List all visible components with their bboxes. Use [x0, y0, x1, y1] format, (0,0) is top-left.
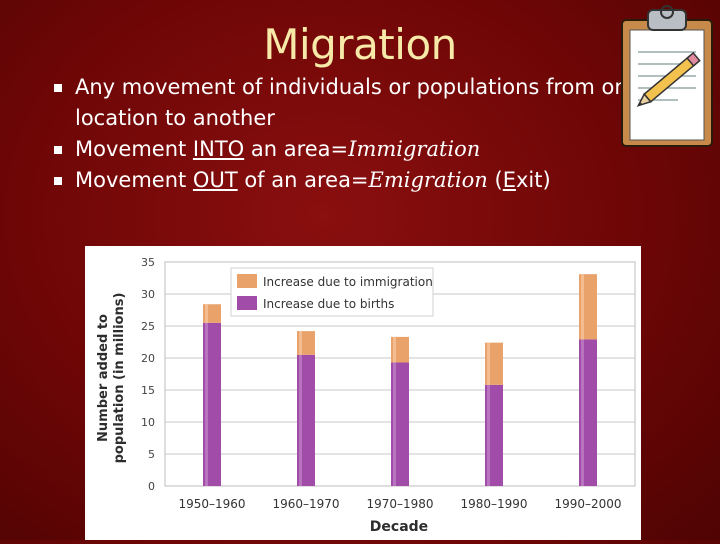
bullet-square-icon [54, 177, 62, 185]
bar-births-highlight [581, 339, 584, 486]
slide-title: Migration [263, 20, 457, 69]
bullet-text-definition: Any movement of individuals or populatio… [75, 75, 641, 130]
bullet-emigration: Movement OUT of an area=Emigration (Exit… [50, 165, 650, 196]
legend-births-label: Increase due to births [263, 297, 394, 311]
chart-panel: 0 5 10 15 20 25 30 35 1950–1960 1960–1970 1970–198… [85, 246, 641, 540]
legend-box [230, 267, 434, 317]
x-tick-label: 1980–1990 [460, 497, 527, 511]
bullet-square-icon [54, 146, 62, 154]
bullet-keyword-into: INTO [192, 137, 245, 161]
bar-immigration-highlight [393, 336, 396, 363]
bullet-letter-e: E [502, 168, 516, 192]
bullet-text: xit) [515, 168, 551, 192]
legend-immigration-swatch [237, 274, 257, 288]
y-axis-label-line-2: population (in millions) [112, 293, 127, 464]
y-tick-label: 10 [141, 416, 155, 429]
bullet-text: Movement [75, 168, 193, 192]
y-tick-label: 25 [141, 320, 155, 333]
y-tick-label: 5 [148, 448, 155, 461]
x-tick-label: 1990–2000 [554, 497, 621, 511]
x-axis-label: Decade [370, 519, 428, 535]
clipboard-pencil-icon [618, 2, 718, 150]
bullet-text: of an area= [237, 168, 369, 192]
x-tick-label: 1950–1960 [178, 497, 245, 511]
x-tick-label: 1970–1980 [366, 497, 433, 511]
y-tick-label: 30 [141, 288, 155, 301]
bar-immigration-highlight [299, 331, 302, 355]
bullet-list: Any movement of individuals or populatio… [50, 72, 650, 196]
y-tick-label: 35 [141, 256, 155, 269]
bar-immigration-highlight [487, 342, 490, 385]
bar-births-highlight [487, 384, 490, 486]
bullet-term-emigration: Emigration [368, 168, 488, 192]
population-chart: 0 5 10 15 20 25 30 35 1950–1960 1960–1970 1970–198… [96, 256, 636, 535]
legend-births-swatch [237, 296, 257, 310]
chart-legend: Increase due to immigration Increase due … [230, 267, 434, 317]
y-tick-label: 15 [141, 384, 155, 397]
x-tick-label: 1960–1970 [272, 497, 339, 511]
bullet-square-icon [54, 84, 62, 92]
bullet-term-immigration: Immigration [348, 137, 481, 161]
legend-immigration-label: Increase due to immigration [263, 275, 433, 289]
bar-immigration-highlight [205, 304, 208, 323]
bar-immigration-highlight [581, 274, 584, 340]
bullet-text: an area= [244, 137, 349, 161]
bullet-definition: Any movement of individuals or populatio… [50, 72, 650, 134]
bullet-immigration: Movement INTO an area=Immigration [50, 134, 650, 165]
y-tick-label: 0 [148, 480, 155, 493]
bar-births-highlight [205, 322, 208, 486]
bullet-text: Movement [75, 137, 193, 161]
bullet-keyword-out: OUT [192, 168, 238, 192]
y-tick-label: 20 [141, 352, 155, 365]
bar-births-highlight [393, 362, 396, 486]
y-axis-label-line-1: Number added to [96, 314, 111, 442]
bar-births-highlight [299, 354, 302, 486]
bullet-text: ( [487, 168, 503, 192]
